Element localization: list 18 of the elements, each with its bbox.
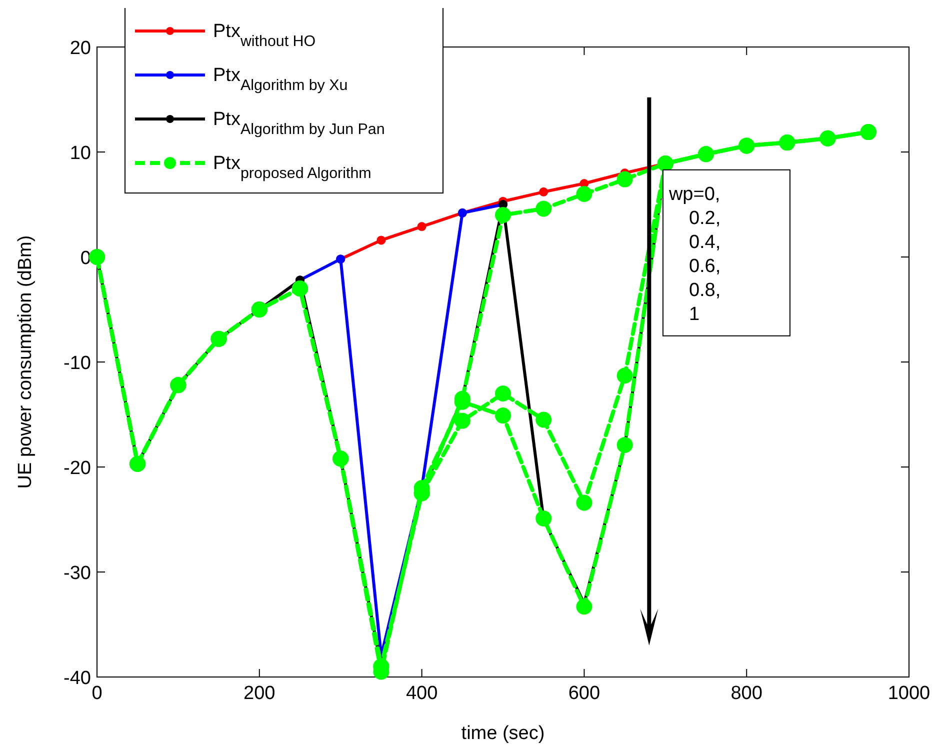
x-tick-label: 200 — [244, 683, 276, 704]
annotation: wp=0, 0.2, 0.4, 0.6, 0.8, 1 — [668, 184, 721, 325]
y-tick-label: -20 — [64, 458, 91, 479]
y-axis-title: UE power consumption (dBm) — [15, 235, 36, 489]
y-tick-label: -30 — [64, 563, 91, 584]
y-tick-label: -40 — [64, 668, 91, 689]
y-tick-label: 20 — [70, 38, 91, 59]
legend-label: Ptx$_{Algorithm by Jun Pan}$ — [213, 109, 385, 138]
legend-label: Ptx$_{Algorithm by Xu}$ — [213, 65, 348, 94]
x-axis-title: time (sec) — [461, 723, 545, 744]
x-tick-label: 400 — [406, 683, 438, 704]
legend-label: Ptx$_{without HO}$ — [213, 21, 316, 50]
x-tick-label: 1000 — [888, 683, 930, 704]
x-tick-label: 600 — [568, 683, 600, 704]
y-tick-label: -10 — [64, 353, 91, 374]
legend-label: Ptx$_{proposed Algorithm}$ — [213, 153, 372, 182]
x-tick-label: 800 — [730, 683, 762, 704]
y-tick-label: 10 — [70, 143, 91, 164]
